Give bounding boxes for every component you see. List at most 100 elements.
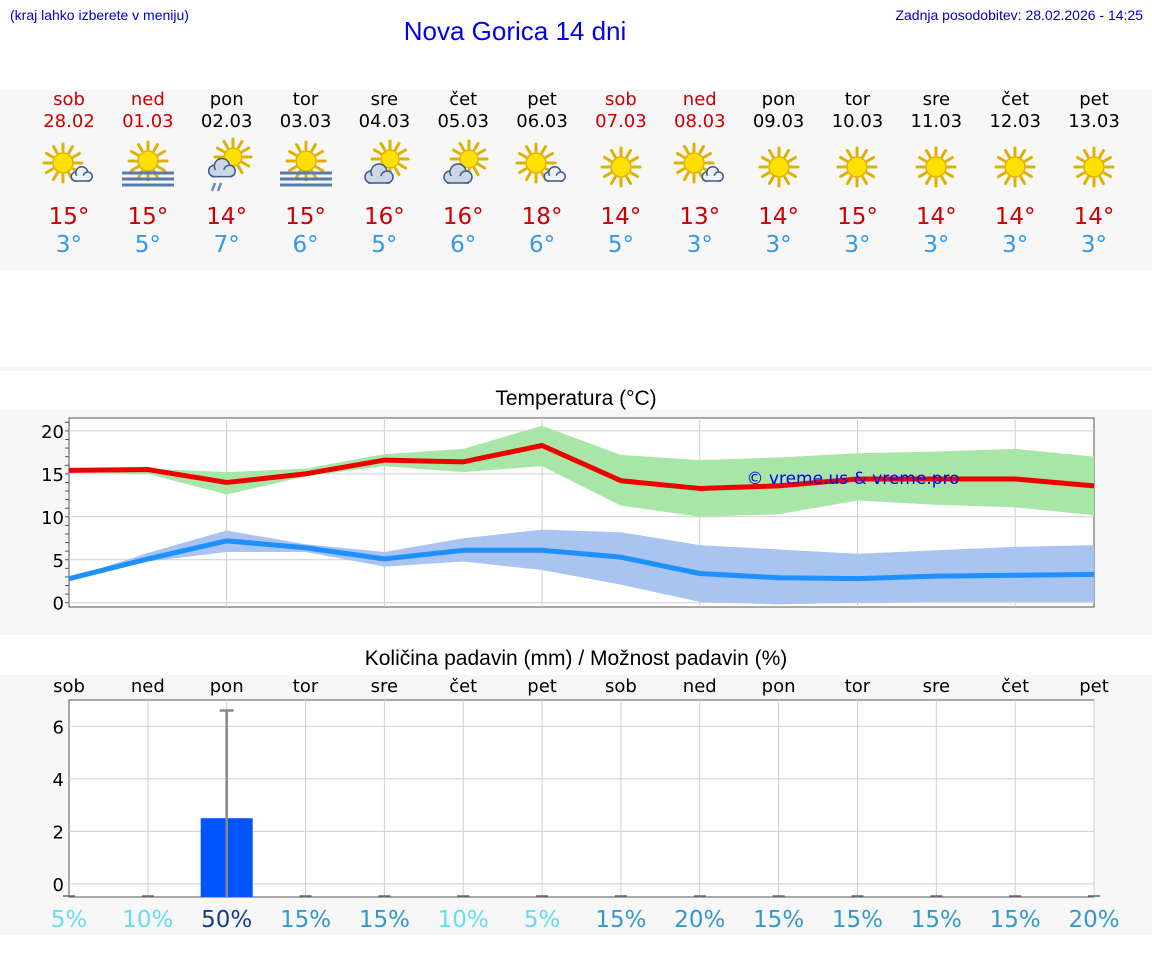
min-temperature: 3°	[1080, 232, 1108, 258]
day-date: 28.02	[43, 111, 95, 132]
divider	[0, 367, 1152, 371]
day-name: pet	[527, 89, 557, 110]
y-tick-label: 2	[53, 822, 64, 843]
day-column: pet 06.03 18° 6°	[502, 89, 582, 259]
max-temperature: 15°	[48, 204, 90, 230]
sun-fog-icon	[279, 140, 332, 187]
max-temperature: 14°	[994, 204, 1036, 230]
day-date: 03.03	[279, 111, 332, 132]
precip-day-label: sre	[923, 676, 950, 697]
day-date: 07.03	[595, 111, 647, 132]
day-date: 09.03	[752, 111, 805, 132]
day-name: tor	[292, 89, 319, 110]
day-name: pon	[761, 89, 796, 110]
day-name: sob	[605, 89, 637, 110]
min-temperature: 3°	[765, 232, 792, 258]
day-name: čet	[1001, 89, 1030, 110]
precip-day-label: pon	[210, 676, 244, 697]
min-temperature: 6°	[292, 232, 319, 258]
min-temperature: 6°	[450, 232, 477, 258]
precip-day-label: pon	[762, 676, 796, 697]
sun-fog-icon	[121, 140, 174, 187]
precipitation-chart-title: Količina padavin (mm) / Možnost padavin …	[364, 647, 788, 670]
precipitation-chart: sob ned pon tor sre čet pet sob ned pon tor sre čet p…	[51, 676, 1120, 933]
day-date: 06.03	[516, 111, 568, 132]
day-date: 13.03	[1068, 111, 1120, 132]
min-temperature: 5°	[134, 232, 161, 258]
day-column: sob 28.02 15° 3°	[29, 89, 109, 259]
precip-day-label: pet	[1079, 676, 1109, 697]
precip-day-label: ned	[131, 676, 165, 697]
day-name: pon	[209, 89, 244, 110]
min-temperature: 3°	[1002, 232, 1029, 258]
precip-day-label: pet	[527, 676, 557, 697]
day-date: 04.03	[358, 111, 411, 132]
precip-day-label: tor	[293, 676, 319, 697]
max-temperature: 14°	[758, 204, 799, 230]
page-title: Nova Gorica 14 dni	[403, 16, 627, 46]
sun-cloud-icon	[443, 139, 489, 184]
max-temperature: 13°	[679, 204, 721, 230]
y-tick-label: 5	[53, 551, 64, 572]
precipitation-probability: 15%	[280, 907, 331, 933]
min-temperature: 6°	[528, 232, 556, 258]
max-temperature: 14°	[1073, 204, 1115, 230]
max-temperature: 15°	[127, 204, 169, 230]
min-temperature: 5°	[607, 232, 634, 258]
day-column: tor 10.03 15° 3°	[817, 89, 897, 259]
max-temperature: 16°	[442, 204, 484, 230]
y-tick-label: 4	[53, 770, 64, 791]
temperature-chart-title: Temperatura (°C)	[495, 387, 657, 410]
day-column: sob 07.03 14° 5°	[581, 89, 661, 259]
precipitation-probability: 10%	[438, 907, 489, 933]
day-date: 01.03	[122, 111, 174, 132]
precipitation-probability: 15%	[359, 907, 410, 933]
day-name: sre	[922, 89, 951, 110]
day-column: pon 09.03 14° 3°	[739, 89, 819, 259]
y-tick-label: 0	[53, 594, 64, 615]
max-temperature: 14°	[915, 204, 957, 230]
min-temperature: 3°	[923, 232, 950, 258]
max-temperature: 15°	[285, 204, 326, 230]
day-column: sre 11.03 14° 3°	[896, 89, 976, 259]
location-hint: (kraj lahko izberete v meniju)	[10, 7, 189, 23]
min-temperature: 3°	[686, 232, 713, 258]
day-column: ned 01.03 15° 5°	[108, 89, 188, 259]
day-column: ned 08.03 13° 3°	[660, 89, 740, 259]
sun-cloud-rain-icon	[207, 137, 253, 192]
y-tick-label: 0	[53, 875, 64, 896]
min-temperature: 5°	[371, 232, 398, 258]
sun-icon	[1073, 146, 1115, 188]
day-name: tor	[844, 89, 871, 110]
sun-cloud-icon	[364, 139, 410, 184]
y-tick-label: 6	[53, 717, 64, 738]
precip-day-label: tor	[845, 676, 871, 697]
day-column: sre 04.03 16° 5°	[344, 89, 424, 259]
sun-icon	[915, 146, 957, 188]
precipitation-probability: 5%	[51, 907, 88, 933]
day-name: ned	[130, 89, 165, 110]
sun-icon	[994, 146, 1036, 188]
sun-partly-cloudy-icon	[515, 142, 567, 184]
day-column: čet 05.03 16° 6°	[423, 89, 503, 259]
day-name: ned	[682, 89, 717, 110]
min-temperature: 3°	[55, 232, 83, 258]
day-date: 08.03	[674, 111, 726, 132]
max-temperature: 18°	[521, 204, 563, 230]
precipitation-probability: 15%	[832, 907, 883, 933]
day-date: 12.03	[989, 111, 1041, 132]
min-temperature-line	[68, 538, 1095, 582]
y-tick-label: 15	[41, 465, 64, 486]
day-name: sre	[370, 89, 399, 110]
precip-day-label: čet	[449, 676, 477, 697]
temperature-chart: 0 5 10 15 20 © vreme.us & vreme.pro	[41, 417, 1095, 615]
precipitation-probability: 15%	[990, 907, 1041, 933]
max-temperature: 14°	[600, 204, 642, 230]
max-temperature: 16°	[363, 204, 405, 230]
sun-icon	[600, 146, 642, 188]
sun-partly-cloudy-icon	[673, 142, 724, 184]
day-date: 05.03	[437, 111, 489, 132]
precipitation-probability: 50%	[201, 907, 252, 933]
min-temperature: 7°	[213, 232, 240, 258]
